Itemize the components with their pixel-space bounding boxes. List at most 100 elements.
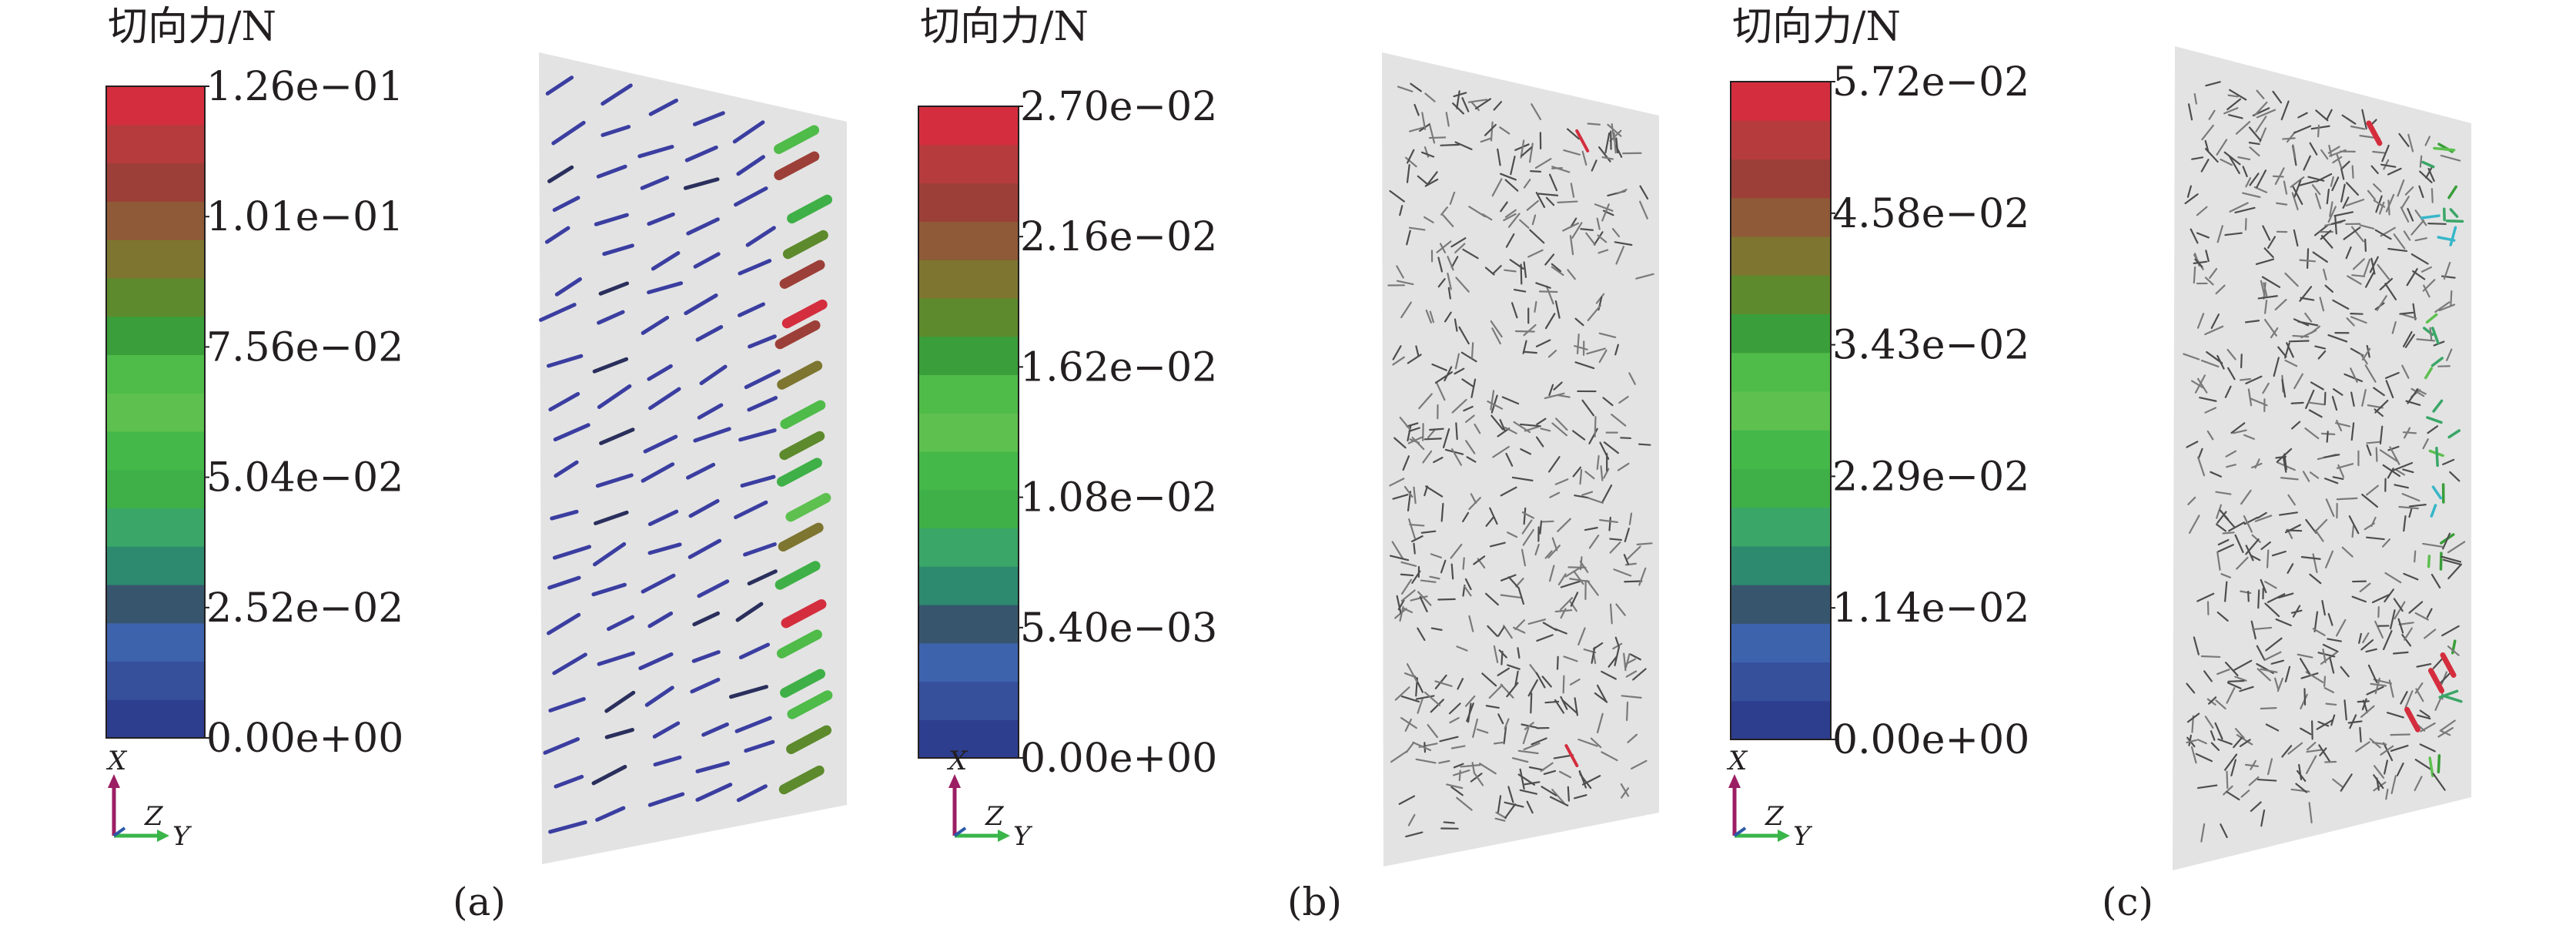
force-glyph [2267,758,2273,776]
force-glyph [2251,534,2261,543]
force-glyph [1588,427,1598,444]
force-glyph [594,213,629,226]
force-glyph [1451,398,1467,414]
force-glyph [774,320,821,350]
triad-z-axis [953,826,967,837]
colorbar-band [106,163,205,202]
force-glyph [1454,243,1466,253]
force-glyph [2216,511,2227,524]
force-glyph [2250,759,2257,770]
force-glyph [1515,578,1524,588]
force-glyph [1397,599,1405,611]
force-glyph [2399,311,2414,315]
force-glyph [1489,507,1498,525]
force-glyph [1571,222,1583,239]
force-glyph [1485,516,1494,527]
force-glyph [2387,247,2408,253]
force-glyph [2327,206,2337,223]
triad-z-label: Z [144,801,164,832]
force-glyph [1547,350,1557,358]
force-glyph [2250,555,2261,562]
force-glyph [2421,160,2435,169]
force-glyph [1429,310,1435,324]
force-glyph [1408,427,1420,432]
force-glyph [2312,553,2318,574]
force-glyph [2299,658,2310,675]
force-glyph [2422,279,2436,292]
force-glyph [1411,436,1425,451]
force-glyph [1487,625,1498,637]
force-glyph [2407,207,2414,222]
force-glyph [643,434,678,454]
force-glyph [2400,206,2410,223]
force-glyph [2204,716,2214,729]
force-glyph [684,145,718,163]
colorbar-tick-label: 1.01e−01 [206,194,403,240]
colorbar-band [918,336,1019,375]
force-glyph [2351,165,2354,179]
force-glyph [2434,697,2442,711]
force-glyph [2328,149,2347,157]
force-glyph [2392,461,2414,471]
colorbar-band [918,260,1019,299]
force-glyph [2224,662,2239,677]
force-glyph [1390,749,1409,763]
force-glyph [1523,742,1541,751]
force-glyph [1534,543,1540,556]
force-glyph [2379,449,2398,462]
force-glyph [1517,587,1525,605]
force-glyph [787,690,833,719]
colorbar-tick-label: 2.70e−02 [1020,84,1217,130]
force-glyph [781,299,828,329]
force-glyph [748,334,777,349]
force-glyph [1392,356,1405,366]
force-glyph [548,696,586,712]
force-glyph [1593,231,1604,246]
colorbar-tick-label: 1.62e−02 [1020,344,1217,391]
force-glyph [2292,185,2303,205]
force-glyph [1553,381,1563,391]
force-glyph [2247,388,2253,407]
force-glyph [2422,542,2444,548]
force-glyph [2317,652,2336,658]
force-glyph [651,251,681,271]
force-glyph [597,384,632,409]
force-glyph [2250,462,2263,469]
force-glyph [2257,511,2267,519]
force-glyph [1611,123,1615,141]
force-glyph [2449,208,2459,218]
force-glyph [2374,408,2384,417]
force-glyph [1394,686,1410,701]
force-glyph-high [1564,744,1579,768]
force-glyph [1545,285,1554,305]
colorbar-band [106,584,205,624]
force-glyph [1411,535,1423,542]
force-glyph [2401,313,2417,320]
force-glyph [1587,122,1601,126]
force-glyph [1426,171,1438,186]
force-glyph [2320,230,2332,240]
colorbar-title: 切向力/N [108,4,276,50]
force-glyph [2300,556,2321,560]
force-glyph [1504,718,1510,729]
force-glyph [2249,146,2260,157]
colorbar-tick-label: 1.26e−01 [206,64,403,110]
force-glyph [2403,572,2419,581]
force-glyph [1567,566,1587,569]
force-glyph [1596,712,1604,733]
force-glyph [2328,144,2333,157]
force-glyph [2262,382,2270,394]
force-glyph [2309,471,2320,479]
force-glyph [2385,193,2395,213]
force-glyph [2296,769,2307,782]
force-glyph [2226,98,2242,111]
force-glyph [1406,663,1418,682]
force-glyph [1522,528,1534,546]
force-glyph [2408,507,2413,518]
force-glyph [607,615,635,632]
colorbar-tick-label: 2.52e−02 [206,585,403,632]
force-glyph [2414,682,2424,694]
force-glyph [1524,781,1541,786]
force-glyph [2217,738,2233,746]
colorbar-band [1731,82,1831,121]
